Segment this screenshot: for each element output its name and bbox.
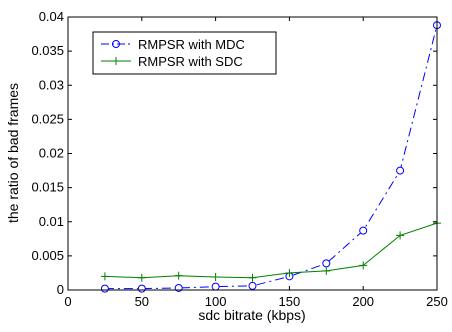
series-line-mdc xyxy=(104,25,438,290)
legend: RMPSR with MDC RMPSR with SDC xyxy=(92,31,277,75)
x-tick-label: 100 xyxy=(205,294,227,309)
x-tick-label: 150 xyxy=(279,294,301,309)
y-axis-label: the ratio of bad frames xyxy=(5,83,21,223)
y-tick-label: 0.03 xyxy=(39,77,64,92)
data-point-sdc xyxy=(285,268,294,277)
legend-mdc-label: RMPSR with MDC xyxy=(138,37,245,52)
legend-sdc-marker xyxy=(112,57,120,65)
data-point-mdc xyxy=(396,166,405,175)
y-tick-label: 0.025 xyxy=(31,111,64,126)
plot-area-frame xyxy=(67,16,438,291)
data-point-mdc xyxy=(100,284,109,293)
data-point-sdc xyxy=(137,273,146,282)
series-line-sdc xyxy=(104,222,438,279)
data-point-sdc xyxy=(174,271,183,280)
legend-mdc-marker xyxy=(112,40,120,48)
x-tick-label: 200 xyxy=(352,294,374,309)
data-point-sdc xyxy=(396,231,405,240)
data-point-mdc xyxy=(359,226,368,235)
y-tick-label: 0.04 xyxy=(39,9,64,24)
data-point-sdc xyxy=(211,273,220,282)
data-point-sdc xyxy=(359,261,368,270)
data-point-sdc xyxy=(322,266,331,275)
data-point-mdc xyxy=(211,282,220,291)
x-tick-label: 0 xyxy=(64,294,71,309)
y-tick-label: 0 xyxy=(57,282,64,297)
data-point-sdc xyxy=(248,273,257,282)
data-point-mdc xyxy=(322,259,331,268)
data-point-mdc xyxy=(248,281,257,290)
y-tick-label: 0.015 xyxy=(31,180,64,195)
legend-box xyxy=(92,31,277,75)
legend-sdc-label: RMPSR with SDC xyxy=(138,54,243,69)
data-point-sdc xyxy=(100,272,109,281)
data-point-mdc xyxy=(137,284,146,293)
x-tick-label: 250 xyxy=(426,294,448,309)
x-tick-label: 50 xyxy=(135,294,149,309)
y-tick-label: 0.02 xyxy=(39,146,64,161)
y-tick-label: 0.005 xyxy=(31,248,64,263)
y-tick-label: 0.01 xyxy=(39,214,64,229)
y-tick-label: 0.035 xyxy=(31,43,64,58)
x-axis-label: sdc bitrate (kbps) xyxy=(198,307,305,323)
